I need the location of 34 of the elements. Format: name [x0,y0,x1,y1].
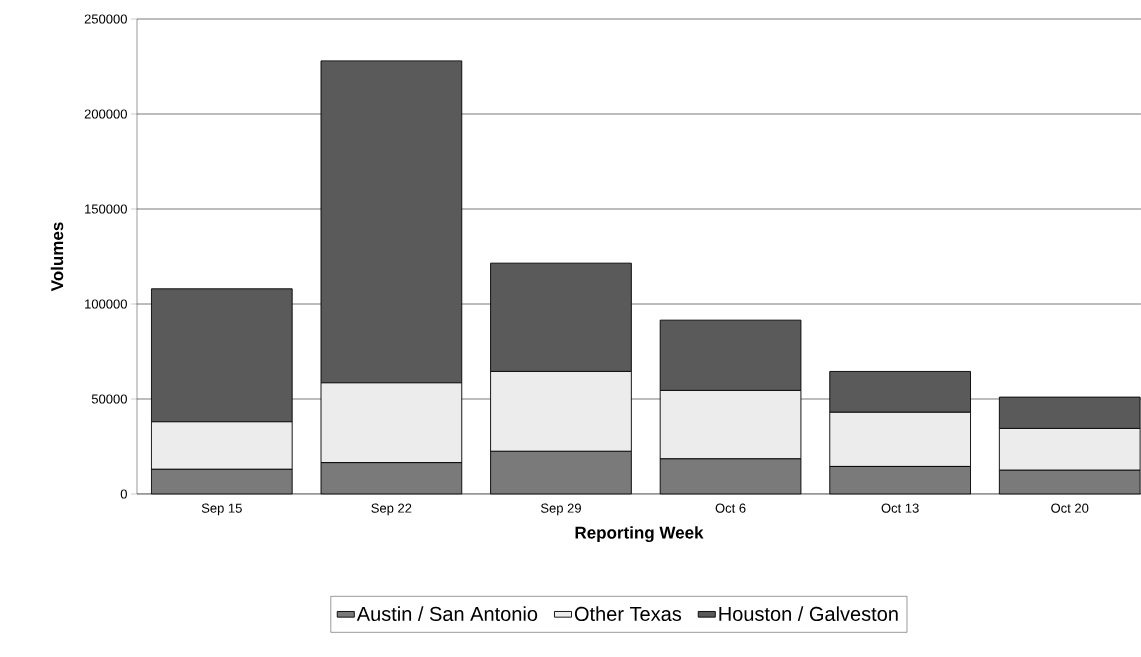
y-tick-label: 0 [120,489,127,499]
bar [659,458,802,495]
x-tick-label: Oct 20 [1051,503,1089,513]
bar [490,371,632,452]
y-tick-label: 50000 [91,394,127,404]
bar [829,411,971,467]
x-tick-label: Sep 29 [540,503,581,516]
bar [490,450,632,495]
x-tick-label: Sep 22 [371,503,412,516]
bar [659,390,802,460]
legend-label: Other Texas [574,606,682,622]
x-tick-label: Sep 15 [201,503,242,516]
bar [829,466,971,495]
y-tick-label: 200000 [84,109,127,119]
legend-label: Austin / San Antonio [356,606,538,622]
bar [320,462,463,495]
bar [998,469,1141,495]
bar [320,60,463,384]
bar [320,382,463,464]
bar [150,468,293,495]
bar [659,319,802,391]
x-axis-title: Reporting Week [575,526,704,543]
y-tick-label: 250000 [84,14,127,24]
bar [150,421,293,470]
legend-label: Houston / Galveston [719,606,898,622]
bar [829,371,971,413]
y-tick-label: 100000 [85,299,127,309]
bar [998,428,1141,471]
x-tick-label: Oct 6 [715,503,746,513]
y-axis-title: Volumes [50,222,64,292]
y-tick-label: 150000 [85,204,127,214]
bar [150,288,293,423]
x-tick-label: Oct 13 [881,503,919,513]
bar [490,262,632,372]
